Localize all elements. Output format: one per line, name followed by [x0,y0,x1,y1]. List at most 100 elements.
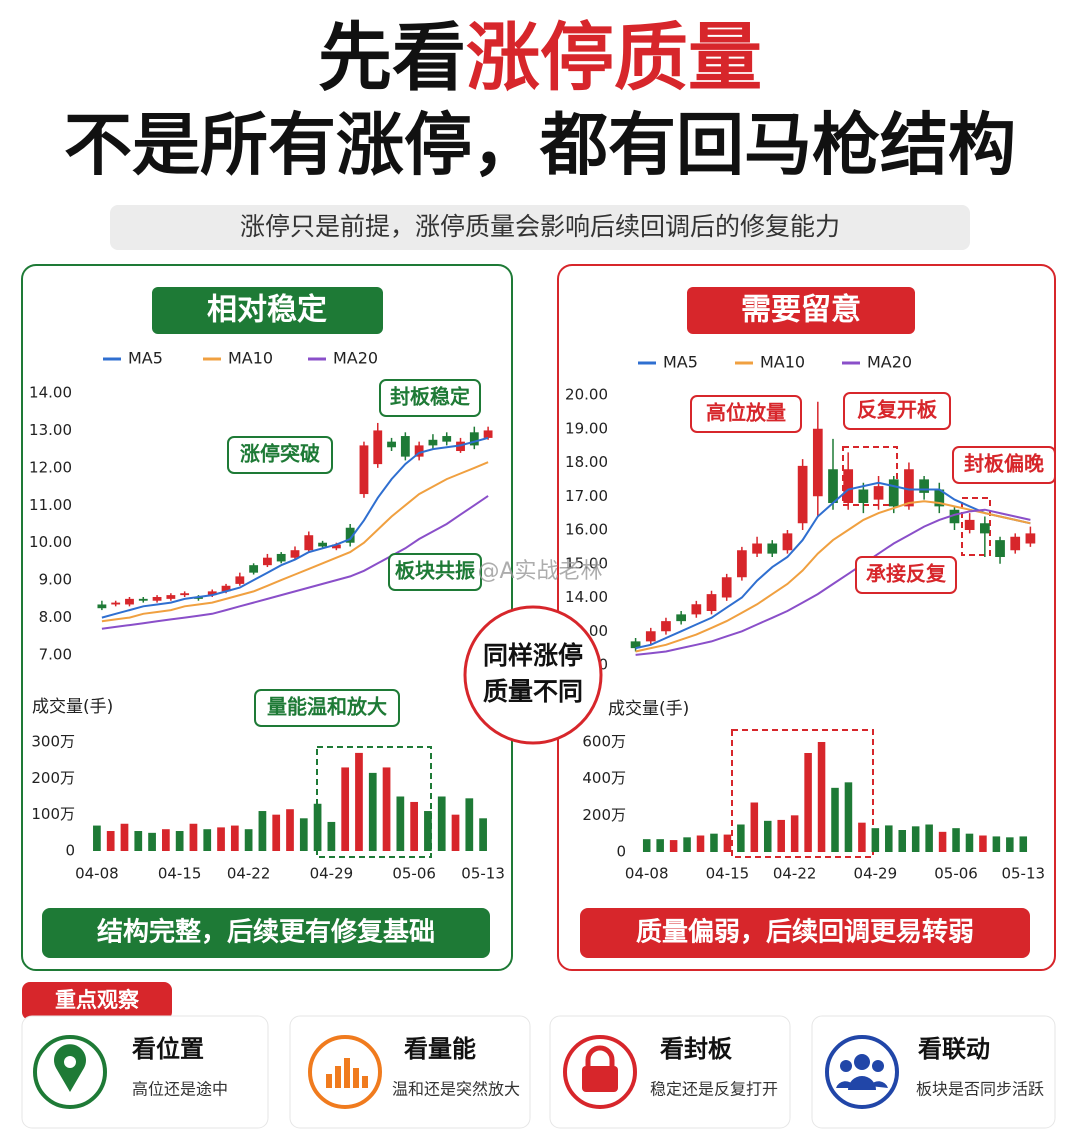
volume-bar [120,823,129,851]
candle-body [828,469,838,503]
volume-bar [817,742,826,852]
icon-lock [585,1045,615,1068]
volume-bar [327,821,336,851]
conclusion-right-bg [580,908,1030,958]
y-tick-label: 14.00 [565,588,608,606]
y-tick-label: 8.00 [39,608,72,626]
candle-body [263,557,272,566]
candle-body [1010,536,1021,551]
volume-bar [93,825,101,851]
volume-bar [911,826,920,852]
candle-body [812,428,823,497]
y-tick-label: 18.00 [565,453,608,471]
candle-body [888,479,899,507]
ma-line [101,436,489,619]
candle-body [630,641,641,649]
candle-body [249,565,259,573]
y-axis-title: 成交量(手) [608,699,689,719]
volume-bar [885,825,893,852]
volume-bar [1006,837,1014,852]
y-tick-label: 14.00 [29,384,72,402]
candle-body [442,436,452,442]
icon-group [840,1060,852,1072]
panel-right-pill [687,287,915,334]
candle-body [843,469,854,503]
ma-line [635,481,1031,650]
card [21,1015,269,1129]
candle-body [400,436,410,457]
highlight-box [961,497,991,556]
legend-label: MA5 [663,353,698,372]
volume-bar [844,782,853,852]
annotation-box [388,553,482,591]
volume-bar [1019,836,1028,852]
candle-body [276,553,286,562]
y-tick-label: 600万 [582,733,626,751]
card-desc: 高位还是途中 [132,1080,228,1099]
annotation: 封板偏晚 [964,452,1044,476]
candle-body [721,577,732,598]
volume-bar [723,834,732,852]
center-line: 同样涨停 [483,641,583,670]
candle-body [331,544,341,549]
icon-location [64,1056,76,1068]
annotation-box [254,689,400,727]
y-tick-label: 400万 [582,769,626,787]
volume-bar [162,829,170,851]
volume-bar [106,831,115,851]
x-tick-label: 04-15 [158,865,202,883]
candle-body [873,486,884,500]
center-badge [463,605,603,745]
candle-body [934,489,945,507]
legend-label: MA10 [760,353,805,372]
volume-bar [424,811,432,851]
candle-body [207,591,217,596]
y-tick-label: 20.00 [565,386,608,404]
card [811,1015,1056,1129]
x-tick-label: 05-13 [1001,865,1045,883]
candle-body [645,631,656,642]
volume-bar [203,829,212,851]
candle-body [676,614,687,622]
annotation: 量能温和放大 [267,695,387,719]
volume-bar [465,798,474,851]
y-tick-label: 0 [616,843,626,861]
y-tick-label: 13.00 [29,421,72,439]
y-tick-label: 0 [65,842,75,860]
icon-volume [326,1058,368,1088]
volume-bar [979,835,987,852]
candle-body [737,550,747,578]
ma-line [635,500,1031,653]
candle-body [995,540,1005,557]
volume-bar [831,787,839,852]
candle-body [919,479,929,493]
volume-bar [272,814,281,851]
candle-body [111,602,121,605]
icon-volume [308,1035,382,1109]
volume-bar [134,831,143,851]
volume-bar [410,801,418,851]
volume-bar [710,833,718,852]
y-tick-label: 19.00 [565,419,608,437]
annotation: 涨停突破 [240,442,320,466]
x-tick-label: 04-15 [706,865,750,883]
volume-bar [952,828,960,852]
card-desc: 板块是否同步活跃 [916,1080,1044,1099]
candle-body [752,543,762,554]
annotation: 反复开板 [857,398,938,422]
y-tick-label: 10.00 [29,533,72,551]
card [289,1015,531,1129]
candle-body [797,465,808,524]
icon-group [872,1060,884,1072]
icon-group [854,1054,870,1070]
card [549,1015,791,1129]
candle-body [97,604,107,609]
volume-bar [898,830,907,852]
candle-body [483,430,493,438]
conclusion-left-bg [42,908,490,958]
candle-body [428,439,438,446]
candle-body [290,550,300,558]
volume-bar [777,819,785,852]
volume-bar [790,815,799,852]
